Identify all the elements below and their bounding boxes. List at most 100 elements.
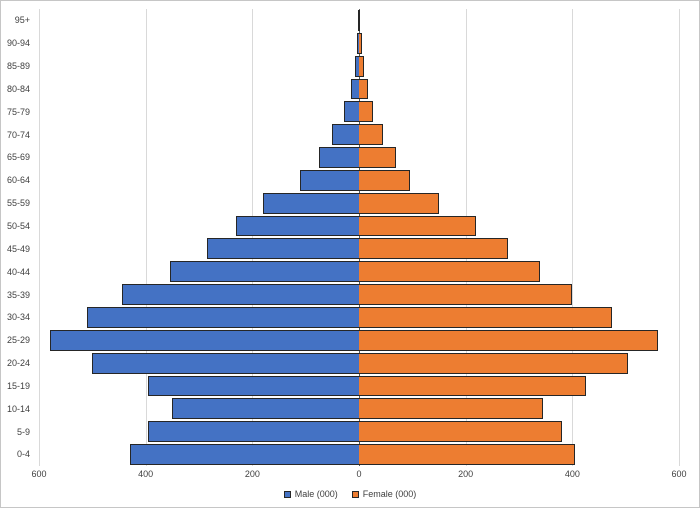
x-axis-labels: 600 400 200 0 200 400 600: [31, 469, 686, 481]
y-axis-label: 40-44: [6, 266, 30, 277]
bar-row: [39, 100, 679, 123]
male-bar: [148, 375, 359, 397]
y-axis-label: 70-74: [6, 129, 30, 140]
male-bar: [207, 238, 359, 260]
male-bar: [236, 215, 359, 237]
male-bar: [87, 306, 359, 328]
y-axis-label: 60-64: [6, 175, 30, 186]
bar-row: [39, 123, 679, 146]
male-bar: [129, 444, 359, 465]
y-axis-label: 75-79: [6, 106, 30, 117]
y-axis-label: 45-49: [6, 243, 30, 254]
female-swatch-icon: [351, 490, 359, 498]
y-axis-label: 5-9: [16, 426, 30, 437]
bar-row: [39, 329, 679, 352]
x-tick-label: 400: [138, 469, 154, 479]
male-bar: [148, 421, 359, 443]
bar-row: [39, 169, 679, 192]
female-bar: [359, 192, 439, 214]
legend: Male (000) Female (000): [1, 487, 699, 501]
male-bar: [300, 169, 359, 191]
y-axis-label: 55-59: [6, 198, 30, 209]
gridline: [145, 9, 147, 466]
male-swatch-icon: [283, 490, 291, 498]
gridline: [39, 9, 40, 466]
male-bar: [354, 55, 359, 77]
bar-row: [39, 9, 679, 32]
bar-row: [39, 352, 679, 375]
x-tick-label: 600: [31, 469, 47, 479]
bar-row: [39, 32, 679, 55]
bar-row: [39, 192, 679, 215]
x-tick-label: 400: [564, 469, 580, 479]
y-axis-labels: 95+ 90-94 85-89 80-84 75-79 70-74 65-69 60-64 55…: [1, 9, 35, 466]
bars: [39, 9, 679, 466]
bar-row: [39, 397, 679, 420]
y-axis-label: 35-39: [6, 289, 30, 300]
female-bar: [359, 147, 397, 168]
bar-row: [39, 55, 679, 78]
female-bar: [359, 352, 629, 374]
x-tick-label: 200: [458, 469, 474, 479]
female-bar: [359, 238, 509, 260]
female-bar: [359, 101, 373, 123]
y-axis-label: 50-54: [6, 221, 30, 232]
x-tick-label: 600: [671, 469, 687, 479]
bar-row: [39, 78, 679, 101]
male-bar: [121, 284, 359, 305]
gridline: [252, 9, 254, 466]
female-bar: [359, 398, 543, 420]
female-bar: [359, 375, 586, 397]
y-axis-label: 15-19: [6, 380, 30, 391]
x-tick-label: 200: [244, 469, 260, 479]
bar-row: [39, 215, 679, 238]
bar-row: [39, 420, 679, 443]
bar-row: [39, 283, 679, 306]
x-tick-label: 0: [356, 469, 362, 479]
female-bar: [359, 169, 410, 191]
male-bar: [332, 124, 359, 146]
male-bar: [319, 147, 359, 168]
bar-row: [39, 443, 679, 466]
bar-row: [39, 306, 679, 329]
female-bar: [359, 444, 575, 465]
male-bar: [351, 78, 359, 100]
category-axis-line: [359, 9, 360, 466]
female-bar: [359, 284, 573, 305]
legend-item-female: Female (000): [351, 489, 417, 499]
legend-item-male: Male (000): [283, 489, 338, 499]
gridline: [572, 9, 574, 466]
y-axis-label: 25-29: [6, 335, 30, 346]
female-bar: [359, 306, 613, 328]
y-axis-label: 95+: [14, 15, 30, 26]
female-bar: [359, 78, 368, 100]
male-bar: [263, 192, 359, 214]
bar-row: [39, 375, 679, 398]
male-bar: [49, 329, 359, 351]
female-bar: [359, 55, 364, 77]
legend-label-male: Male (000): [294, 489, 338, 499]
female-bar: [359, 261, 541, 283]
male-bar: [357, 10, 359, 31]
female-bar: [359, 421, 562, 443]
y-axis-label: 10-14: [6, 403, 30, 414]
bar-row: [39, 237, 679, 260]
legend-label-female: Female (000): [362, 489, 417, 499]
y-axis-label: 30-34: [6, 312, 30, 323]
bar-row: [39, 146, 679, 169]
male-bar: [92, 352, 359, 374]
y-axis-label: 85-89: [6, 61, 30, 72]
female-bar: [359, 10, 361, 31]
male-bar: [356, 32, 359, 54]
female-bar: [359, 215, 477, 237]
male-bar: [344, 101, 359, 123]
female-bar: [359, 32, 362, 54]
gridline: [465, 9, 467, 466]
y-axis-label: 20-24: [6, 358, 30, 369]
female-bar: [359, 124, 383, 146]
female-bar: [359, 329, 658, 351]
y-axis-label: 0-4: [16, 449, 30, 460]
plot-area: [39, 9, 680, 466]
y-axis-label: 65-69: [6, 152, 30, 163]
